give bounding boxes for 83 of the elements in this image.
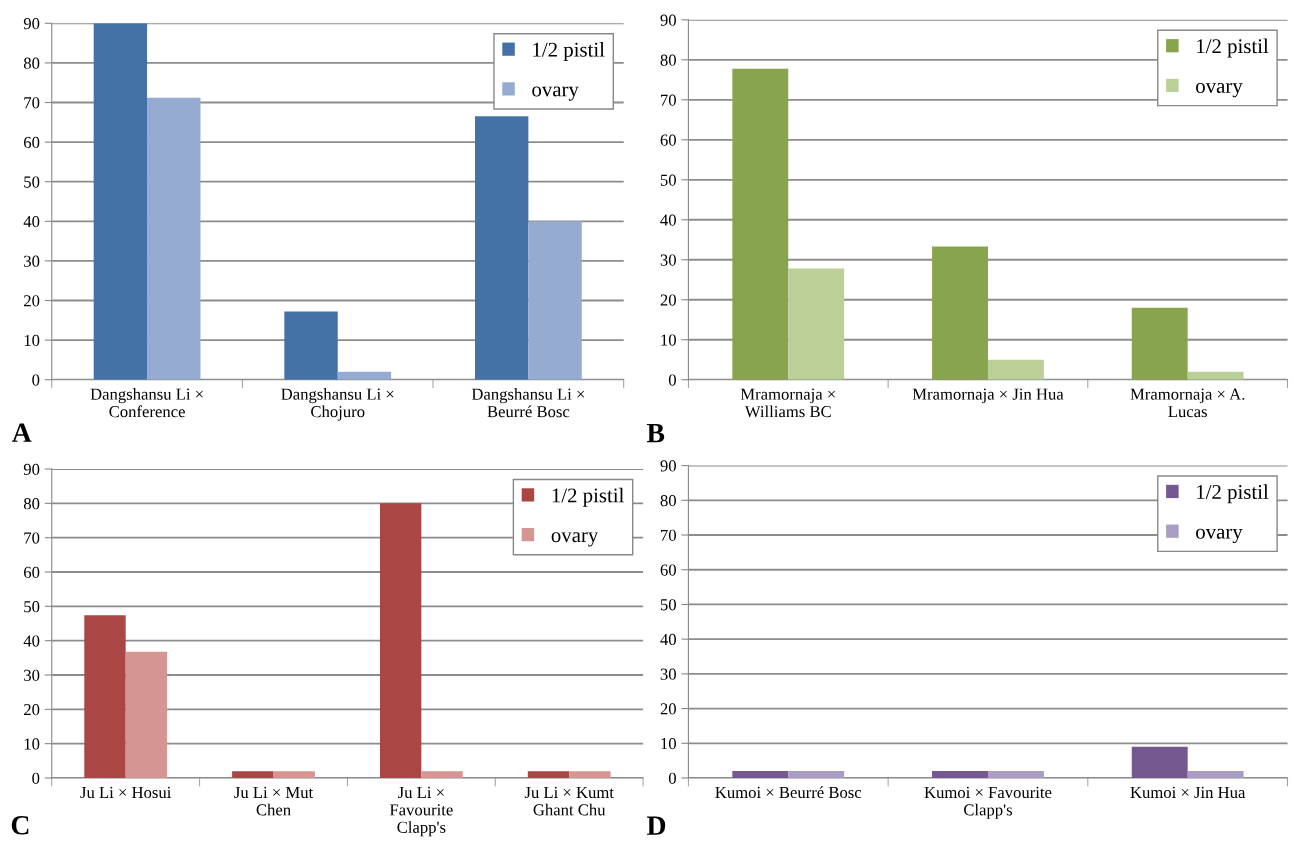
bar	[932, 246, 988, 380]
y-tick-label: 40	[660, 633, 676, 646]
bar	[147, 97, 201, 380]
y-tick-label: 40	[23, 216, 40, 228]
bar	[475, 116, 529, 380]
legend-label: ovary	[551, 532, 599, 547]
x-tick-label: Mramornaja × Jin Hua	[912, 388, 1064, 404]
x-tick-label: Mramornaja × A. Lucas	[1130, 388, 1245, 418]
y-tick-label: 20	[660, 294, 676, 306]
bar	[421, 771, 463, 778]
y-tick-label: 10	[24, 738, 40, 750]
y-tick-label: 50	[660, 599, 676, 611]
x-tick-label: Dangshansu Li × Chojuro	[281, 388, 394, 421]
y-tick-label: 30	[24, 255, 40, 267]
y-tick-label: 70	[24, 97, 40, 109]
y-tick-label: 50	[24, 176, 40, 188]
y-tick-label: 50	[24, 601, 40, 613]
y-tick-label: 90	[23, 18, 40, 30]
legend-label: 1/2 pistil	[552, 487, 624, 507]
y-tick-label: 10	[661, 334, 676, 346]
y-tick-label: 10	[24, 334, 40, 347]
y-tick-label: 70	[661, 529, 676, 541]
y-tick-label: 80	[23, 498, 40, 510]
x-tick-label: Kumoi × Favourite Clapp's	[924, 786, 1052, 819]
y-tick-label: 80	[23, 57, 40, 69]
x-tick-label: Kumoi × Jin Hua	[1130, 786, 1246, 799]
y-tick-label: 20	[660, 703, 676, 715]
y-tick-label: 30	[660, 254, 676, 266]
y-tick-label: 70	[24, 532, 40, 544]
y-tick-label: 80	[660, 54, 676, 66]
y-tick-label: 0	[668, 772, 676, 784]
bar	[788, 268, 845, 380]
x-tick-label: Ju Li × Hosui	[80, 786, 172, 799]
y-tick-label: 90	[660, 460, 676, 472]
y-tick-label: 60	[24, 566, 40, 578]
y-tick-label: 60	[660, 134, 676, 146]
legend-label: 1/2 pistil	[1197, 38, 1269, 58]
y-tick-label: 0	[668, 374, 676, 386]
y-tick-label: 90	[660, 14, 676, 26]
legend-label: 1/2 pistil	[533, 42, 605, 61]
bar	[273, 771, 315, 778]
bar	[84, 615, 126, 778]
y-tick-label: 80	[660, 495, 676, 507]
legend-label: ovary	[1196, 528, 1243, 544]
y-tick-label: 40	[660, 214, 676, 226]
bar	[528, 221, 582, 380]
text: C	[11, 815, 29, 835]
y-tick-label: 60	[24, 136, 40, 149]
y-tick-label: 0	[32, 374, 40, 386]
y-tick-label: 60	[660, 564, 676, 576]
legend-label: ovary	[532, 86, 579, 101]
y-tick-label: 50	[660, 174, 676, 186]
y-tick-label: 20	[24, 295, 40, 307]
x-tick-label: Dangshansu Li × Conference	[90, 388, 203, 418]
text: B	[646, 423, 665, 443]
x-tick-label: Kumoi × Beurré Bosc	[715, 786, 862, 799]
y-tick-label: 70	[661, 94, 676, 106]
x-tick-label: Mramornaja × Williams BC	[740, 388, 835, 418]
bar	[569, 771, 611, 778]
bar	[1131, 307, 1188, 380]
y-tick-label: 40	[23, 635, 40, 647]
bar	[232, 771, 274, 778]
bar	[284, 311, 338, 380]
y-tick-label: 30	[660, 668, 676, 680]
legend-label: 1/2 pistil	[1197, 484, 1269, 504]
x-tick-label: Dangshansu Li × Beurré Bosc	[471, 388, 585, 418]
x-tick-label: Ju Li × Favourite Clapp's	[389, 786, 453, 837]
bar	[379, 503, 422, 778]
x-tick-label: Ju Li × Kumt Ghant Chu	[524, 786, 614, 816]
y-tick-label: 0	[32, 772, 40, 784]
y-tick-label: 20	[24, 704, 40, 716]
bar	[527, 771, 570, 778]
bar	[732, 68, 789, 380]
bar	[125, 651, 168, 778]
bar	[93, 23, 148, 380]
y-tick-label: 30	[24, 669, 40, 681]
y-tick-label: 90	[23, 463, 40, 475]
legend-label: ovary	[1196, 82, 1243, 98]
x-tick-label: Ju Li × Mut Chen	[234, 786, 314, 816]
text: D	[646, 816, 666, 835]
text: A	[12, 423, 32, 442]
bar	[987, 359, 1044, 380]
y-tick-label: 10	[661, 737, 676, 750]
